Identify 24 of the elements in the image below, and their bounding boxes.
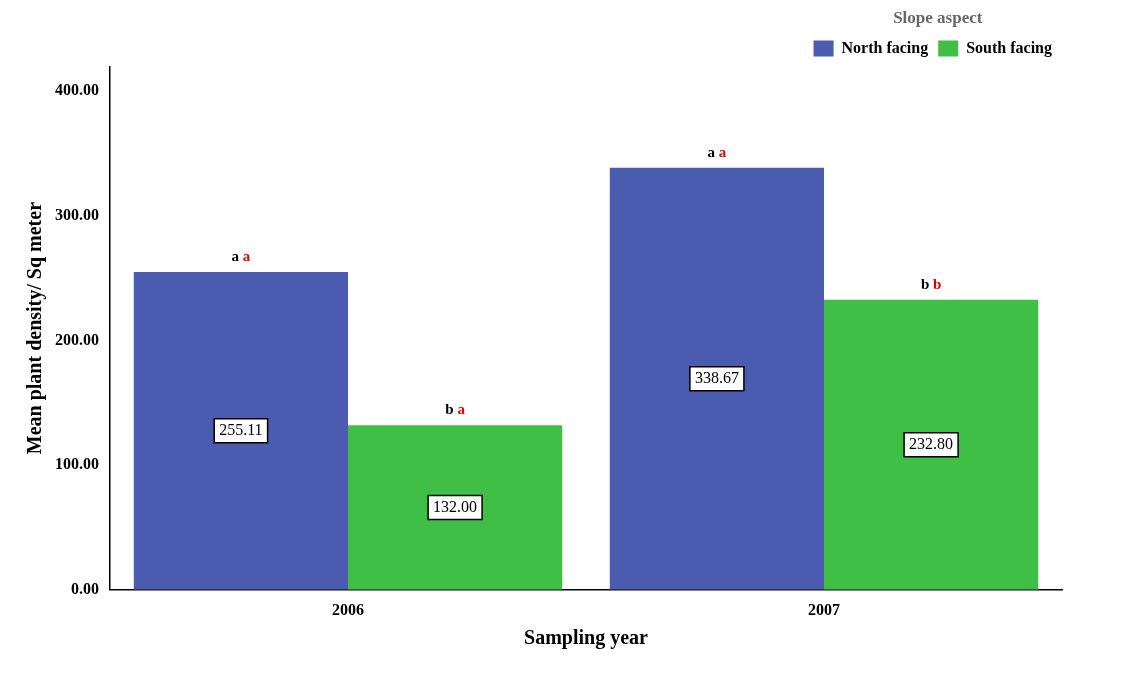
y-tick-label: 100.00	[55, 455, 99, 473]
bar	[609, 167, 824, 590]
legend-title: Slope aspect	[893, 7, 983, 27]
data-label: 232.80	[909, 434, 954, 452]
y-tick-label: 200.00	[55, 330, 99, 348]
annotation: a a	[231, 247, 251, 264]
bar	[133, 271, 348, 590]
legend-label: South facing	[966, 38, 1052, 57]
y-tick-label: 300.00	[55, 206, 99, 224]
y-axis-title: Mean plant density/ Sq meter	[23, 201, 47, 455]
annotation: b a	[445, 401, 466, 418]
legend-label: North facing	[841, 38, 929, 57]
y-tick-label: 0.00	[71, 579, 99, 597]
y-tick-label: 400.00	[55, 81, 99, 99]
annotation: b b	[920, 275, 942, 292]
x-tick-label: 2007	[808, 600, 840, 618]
x-tick-label: 2006	[332, 600, 364, 618]
data-label: 338.67	[694, 368, 739, 386]
annotation: a a	[707, 143, 727, 160]
bar	[348, 425, 563, 590]
bar	[824, 299, 1039, 590]
data-label: 132.00	[433, 497, 478, 515]
data-label: 255.11	[219, 421, 263, 439]
x-axis-title: Sampling year	[524, 626, 649, 650]
